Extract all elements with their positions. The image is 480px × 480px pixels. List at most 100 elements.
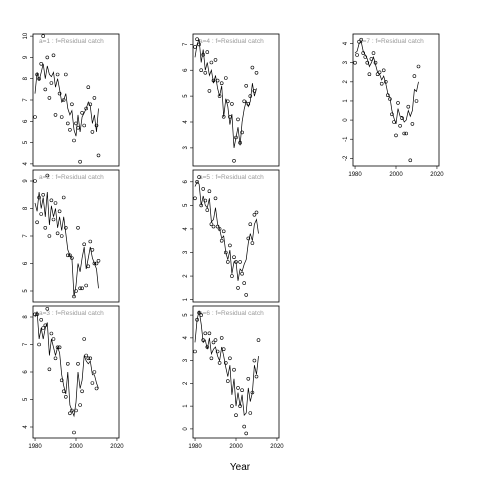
fitted-line [194,39,257,148]
observed-point [242,424,246,429]
observed-point [61,389,66,394]
y-tick-label: 4 [183,120,189,124]
y-tick-label: 3 [183,358,189,362]
observed-point [234,135,238,140]
observed-point [84,106,88,111]
x-tick-label: 2020 [430,172,444,178]
observed-point [396,101,400,105]
y-tick-label: 2 [183,381,189,385]
observed-point [240,130,244,135]
observed-point [203,331,208,336]
y-tick-label: 3 [183,250,189,254]
observed-point [80,111,84,115]
observed-point [197,42,201,47]
observed-point [33,179,37,183]
observed-point [213,196,218,201]
y-tick-label: 4 [23,425,29,429]
panel-5: a=5 : f=Residual catch 1 2 3 4 5 6 [183,169,280,303]
observed-point [211,78,216,83]
y-tick-label: 5 [23,397,29,401]
y-tick-label: 4 [343,41,349,45]
observed-point [207,331,212,336]
observed-point [209,60,214,65]
x-tick-label: 2000 [69,444,83,450]
y-tick-label: 6 [183,68,189,72]
y-tick-label: 3 [183,146,189,150]
observed-point [33,312,37,317]
observed-point [80,286,84,291]
observed-point [90,248,95,252]
observed-point [246,102,251,106]
observed-point [215,349,220,354]
observed-point [96,153,101,158]
observed-point [377,70,382,75]
observed-point [72,430,76,435]
observed-point [246,236,251,241]
observed-point [219,336,224,340]
observed-point [238,140,242,145]
observed-point [86,356,91,361]
observed-point [90,130,95,134]
x-axis-title: Year [230,462,251,473]
observed-point [53,356,58,361]
observed-point [219,238,224,243]
observed-point [195,317,199,322]
fitted-line [194,181,259,281]
observed-point [240,388,244,393]
observed-point [369,57,374,61]
observed-point [205,50,210,54]
observed-point [406,104,411,109]
panel-6: a=3 : f=Residual catch 4 5 6 7 8 1980 2000 2020 [23,305,124,450]
observed-point [64,394,68,399]
observed-point [94,123,99,128]
observed-point [76,125,80,130]
observed-point [94,386,99,391]
y-tick-label: 6 [23,261,29,265]
observed-point [394,133,398,138]
observed-point [70,408,74,413]
observed-point [226,379,230,383]
observed-point [193,45,197,49]
y-tick-label: -2 [343,155,349,161]
observed-point [217,361,222,365]
observed-point [92,261,97,266]
observed-point [193,196,197,201]
observed-point [80,389,84,394]
y-tick-label: 7 [23,234,29,238]
observed-point [211,340,216,345]
observed-point [221,229,226,234]
observed-point [74,121,78,126]
observed-point [86,85,91,89]
observed-point [61,195,66,200]
panel-frame [192,169,280,303]
x-tick-label: 2000 [229,444,243,450]
observed-point [385,93,390,97]
observed-point [402,131,407,136]
observed-point [388,97,392,101]
panel-2: a=4 : f=Residual catch 3 4 5 6 7 [183,33,280,167]
observed-point [35,72,39,77]
y-tick-label: 2 [343,79,349,83]
observed-point [232,255,236,260]
x-tick-label: 1980 [188,444,202,450]
y-tick-label: 7 [183,42,189,46]
observed-point [379,81,384,86]
panel-3: a=7 : f=Residual catch -2 -1 0 1 2 3 4 1980 2000 2… [343,33,444,178]
panel-4: a=2 : f=Residual catch 5 6 7 8 9 [23,169,120,303]
observed-point [217,94,222,98]
observed-point [228,115,232,119]
observed-point [199,68,203,72]
observed-point [244,84,248,88]
observed-point [39,317,44,322]
observed-point [230,274,234,278]
observed-point [43,323,48,328]
y-tick-label: 0 [343,118,349,122]
observed-point [37,76,41,81]
observed-point [213,338,218,342]
observed-point [39,212,44,216]
observed-point [250,241,255,245]
observed-point [96,258,101,263]
observed-point [361,51,366,55]
fitted-line [194,310,259,417]
observed-point [59,378,64,383]
